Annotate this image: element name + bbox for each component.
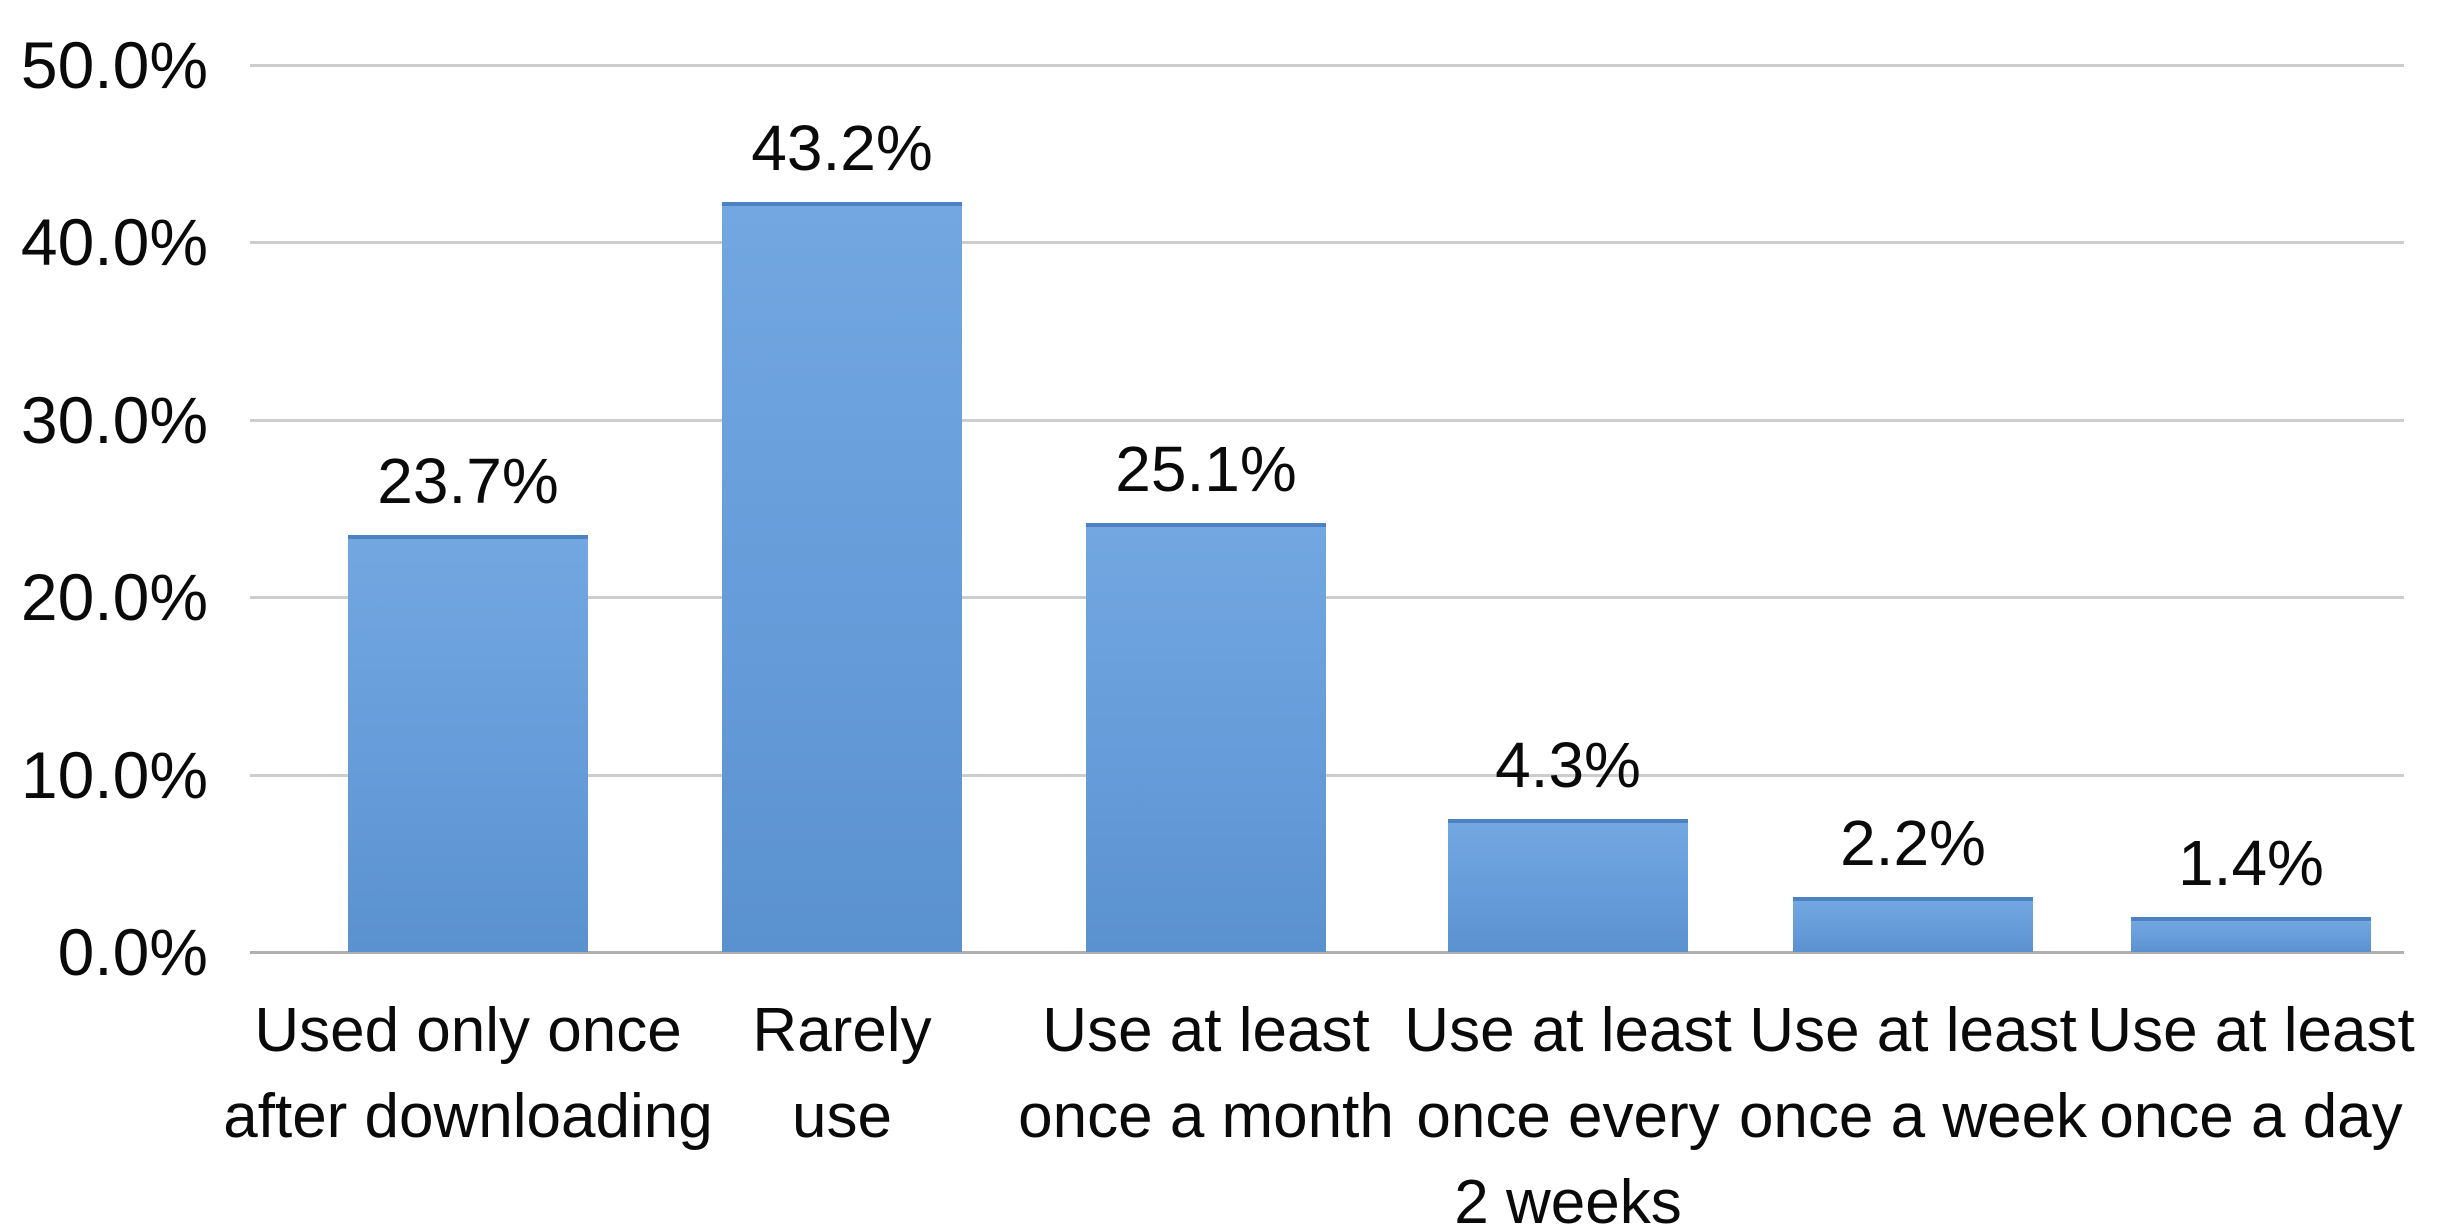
y-axis-tick-label: 0.0% [57,915,208,989]
y-axis-tick-label: 20.0% [20,560,208,635]
x-axis-category-label: Use at least once a day [2087,996,2415,1151]
y-axis-tick-label: 30.0% [20,382,208,457]
bar-value-label: 25.1% [1115,432,1297,505]
bar-value-label: 1.4% [2178,826,2324,899]
gridline [250,773,2404,777]
y-axis-tick-label: 40.0% [20,205,208,280]
x-axis-category-label: Use at least once every 2 weeks [1404,996,1732,1228]
x-axis-baseline [250,951,2404,954]
y-axis-tick-label: 10.0% [20,737,208,812]
gridline [250,64,2404,67]
bar [1086,522,1326,952]
bar-value-label: 23.7% [377,445,559,518]
bar-value-label: 2.2% [1840,807,1986,880]
bar-value-label: 43.2% [751,111,933,184]
y-axis-tick-label: 50.0% [20,28,208,102]
bar-value-label: 4.3% [1495,728,1641,801]
bar [1448,818,1688,952]
bar [1793,897,2033,952]
x-axis-category-label: Rarely use [752,996,932,1151]
x-axis-category-label: Use at least once a month [1018,996,1394,1151]
bar [2131,916,2371,952]
bar [722,201,962,952]
gridline [250,596,2404,600]
gridline [250,418,2404,422]
x-axis-category-label: Used only once after downloading [223,996,713,1151]
bar [348,535,588,952]
x-axis-category-label: Use at least once a week [1738,996,2088,1151]
gridline [250,241,2404,245]
